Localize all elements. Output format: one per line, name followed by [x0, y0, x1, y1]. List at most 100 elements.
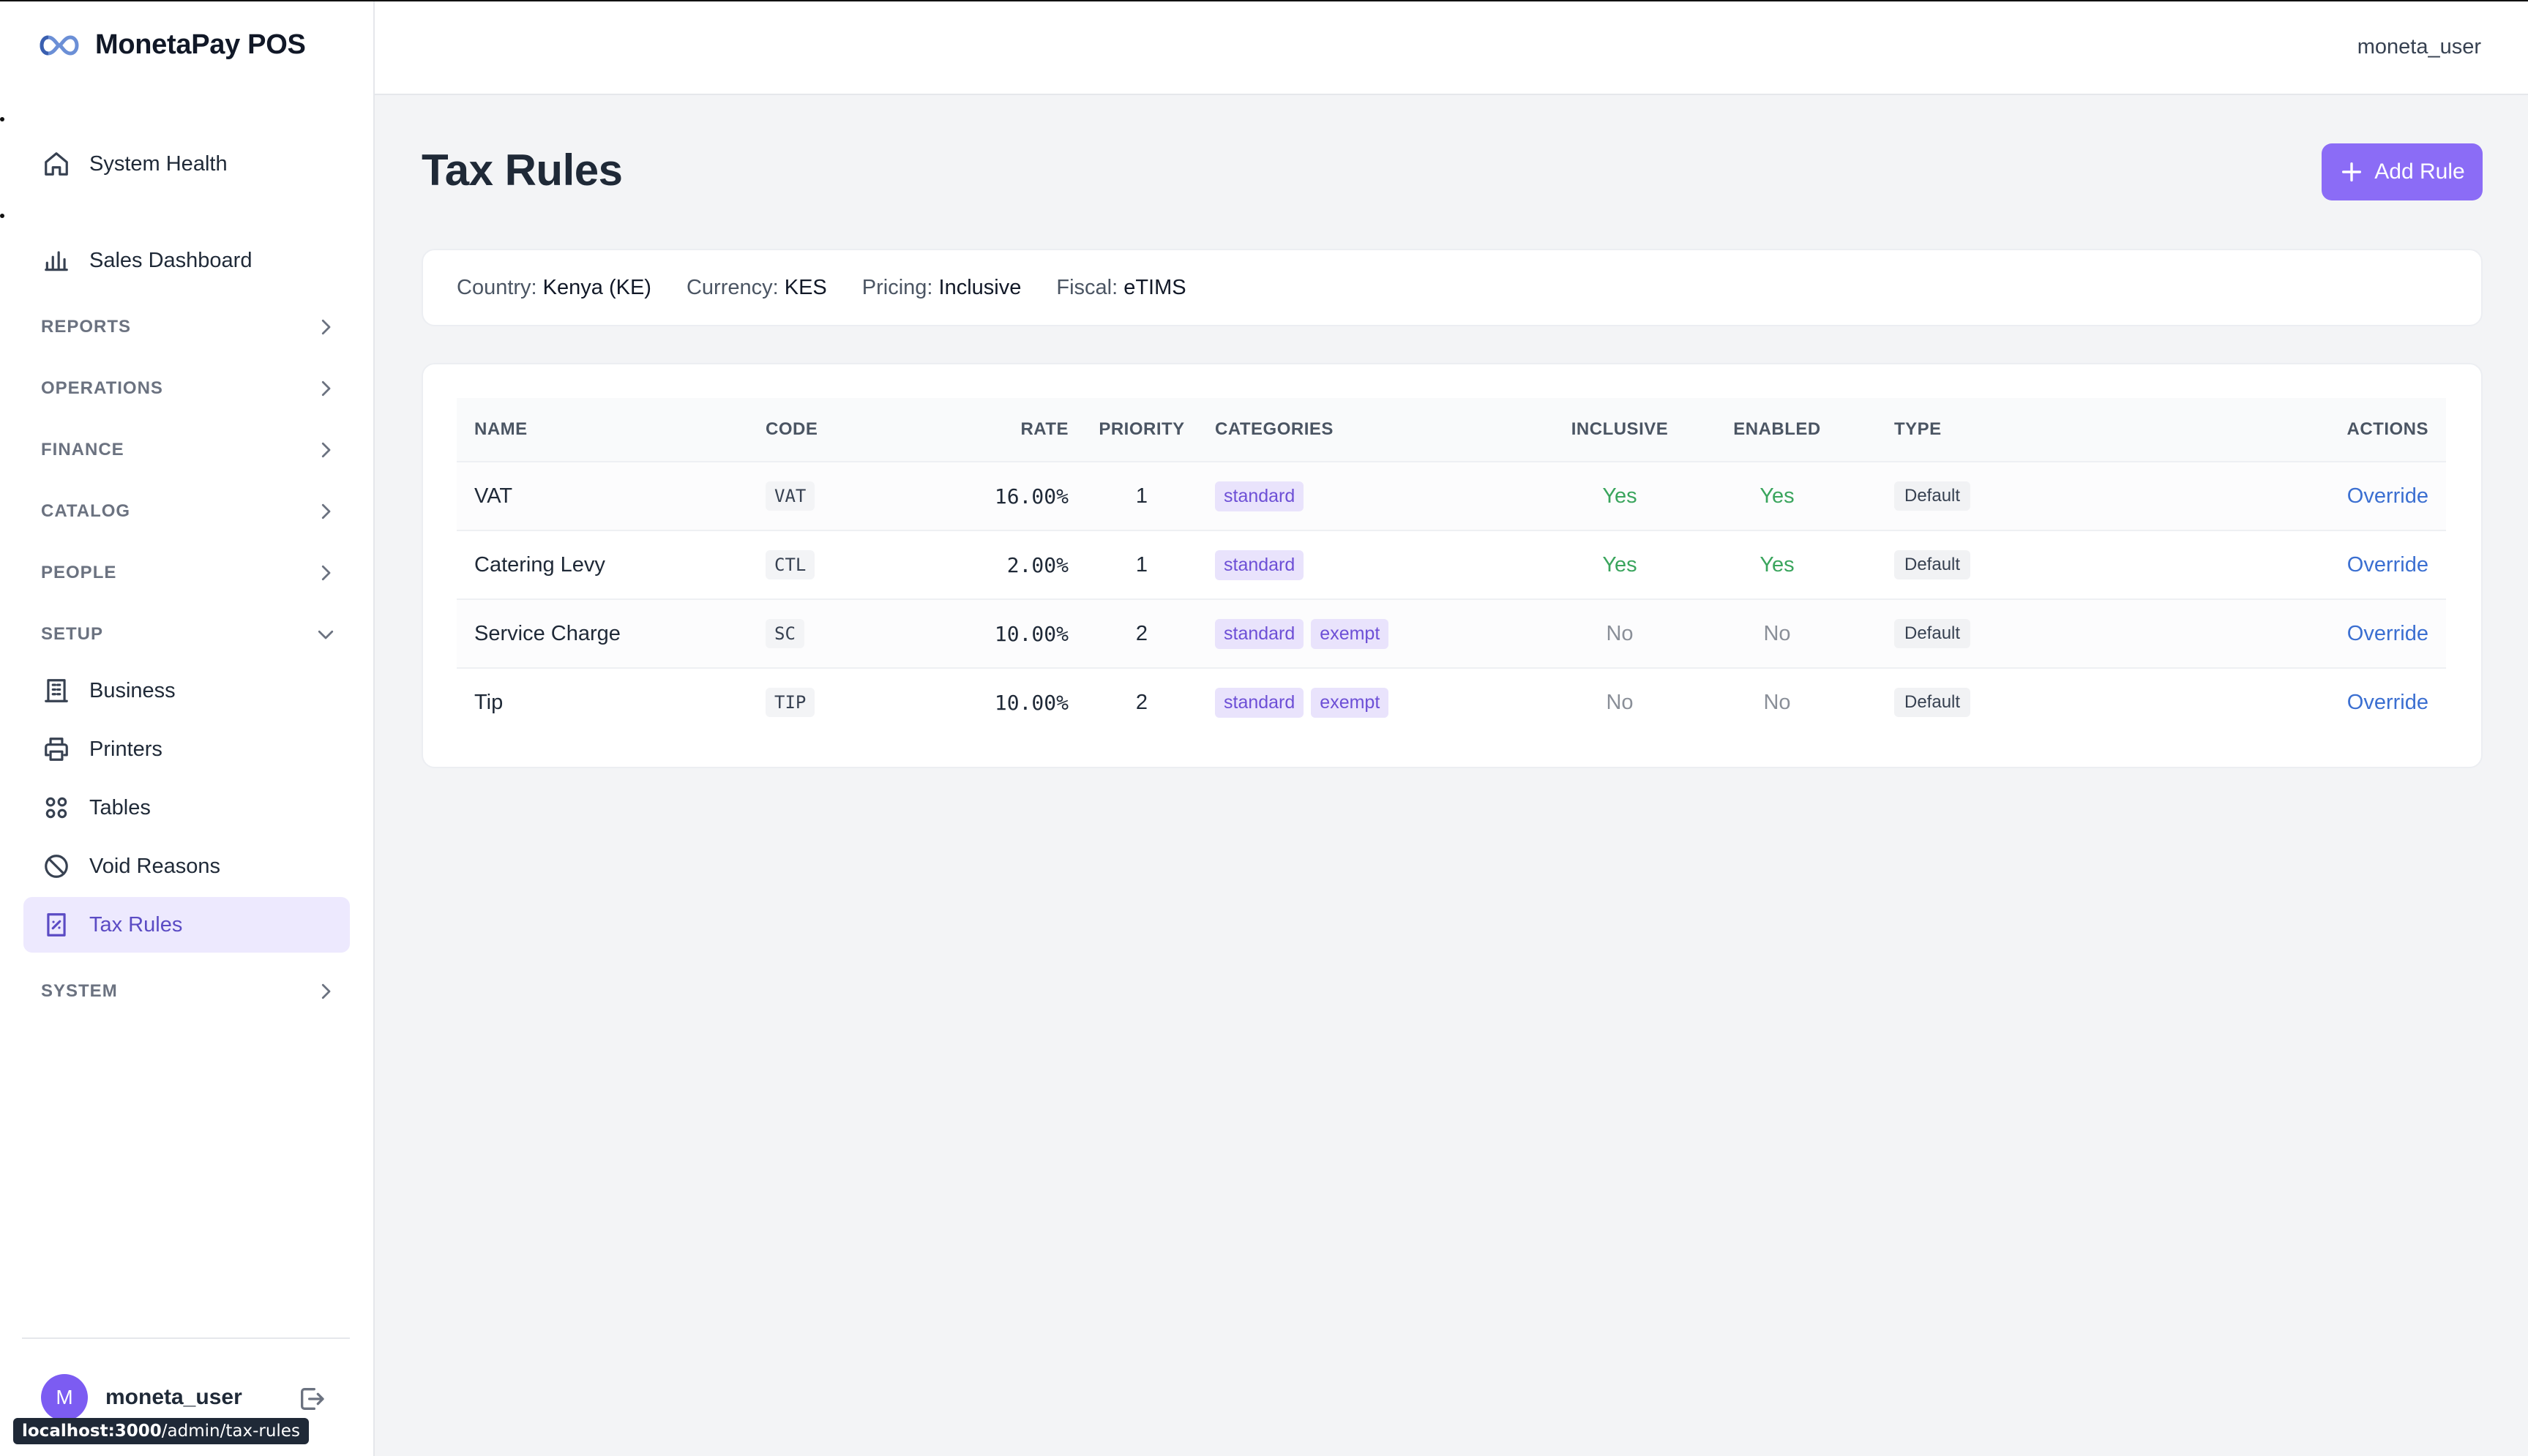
rule-type: Default — [1894, 619, 1971, 648]
rule-name: Service Charge — [474, 621, 621, 645]
rule-priority: 2 — [1135, 690, 1148, 714]
override-link[interactable]: Override — [2346, 621, 2428, 645]
sidebar-item-printers[interactable]: Printers — [23, 721, 350, 777]
sidebar-item-label: Sales Dashboard — [89, 248, 253, 272]
top-bar: moneta_user — [375, 1, 2528, 95]
sidebar-section-setup[interactable]: SETUP — [41, 616, 337, 653]
sidebar-item-label: Tables — [89, 795, 151, 819]
sidebar-item-void-reasons[interactable]: Void Reasons — [23, 838, 350, 894]
add-rule-button[interactable]: Add Rule — [2322, 143, 2483, 200]
ban-icon — [45, 855, 68, 878]
sidebar-user-name: moneta_user — [105, 1385, 242, 1409]
column-header: TYPE — [1894, 419, 1942, 439]
section-label: PEOPLE — [41, 563, 117, 582]
column-header: RATE — [1020, 419, 1069, 439]
table-body: VAT VAT 16.00% 1 standard Yes Yes Default Overri… — [457, 461, 2446, 736]
rule-code: CTL — [766, 550, 815, 579]
receipt-icon — [47, 913, 66, 937]
brand[interactable]: MonetaPay POS — [37, 29, 306, 61]
rule-code-cell: SC — [766, 619, 919, 648]
building-icon — [45, 679, 68, 702]
rule-type-cell: Default — [1865, 619, 2026, 648]
chevron-right-icon — [321, 380, 331, 397]
sidebar-section-system[interactable]: SYSTEM — [41, 973, 337, 1010]
section-label: CATALOG — [41, 501, 131, 521]
override-link[interactable]: Override — [2346, 552, 2428, 577]
sidebar-section-finance[interactable]: FINANCE — [41, 432, 337, 468]
sidebar-item-sales-dashboard[interactable]: Sales Dashboard — [23, 233, 350, 288]
rule-code-cell: CTL — [766, 550, 919, 579]
rule-type: Default — [1894, 481, 1971, 511]
sidebar-section-people[interactable]: PEOPLE — [41, 555, 337, 591]
fiscal-info: Fiscal: eTIMS — [1056, 276, 1186, 300]
sidebar-section-operations[interactable]: OPERATIONS — [41, 370, 337, 407]
currency-info: Currency: KES — [687, 276, 827, 300]
bar-chart-icon — [45, 251, 68, 271]
main-content: moneta_user Tax Rules Add Rule Country: … — [375, 1, 2528, 1456]
rule-enabled: No — [1763, 690, 1791, 714]
grid-icon — [45, 797, 67, 819]
rule-name: Tip — [474, 690, 504, 714]
sidebar-item-label: Business — [89, 678, 176, 702]
rule-inclusive: No — [1606, 690, 1634, 714]
section-label: FINANCE — [41, 440, 124, 459]
section-label: REPORTS — [41, 317, 132, 337]
table-row: Service Charge SC 10.00% 2 standard exempt No N… — [457, 598, 2446, 667]
sidebar-section-reports[interactable]: REPORTS — [41, 309, 337, 345]
rule-name: VAT — [474, 484, 513, 508]
chevron-right-icon — [321, 565, 331, 581]
country-info: Country: Kenya (KE) — [457, 276, 651, 300]
rule-actions: Override — [2026, 484, 2446, 509]
sidebar-item-system-health[interactable]: System Health — [23, 136, 350, 192]
page-title: Tax Rules — [422, 146, 623, 195]
column-header: CODE — [766, 419, 818, 439]
rule-actions: Override — [2026, 691, 2446, 715]
info-label: Country: — [457, 275, 537, 299]
tax-rules-table: NAME CODE RATE PRIORITY CATEGORIES INCLU… — [457, 398, 2446, 736]
chevron-right-icon — [321, 503, 331, 519]
rule-type-cell: Default — [1865, 688, 2026, 717]
override-link[interactable]: Override — [2346, 484, 2428, 508]
column-header: INCLUSIVE — [1571, 419, 1669, 439]
column-header: ENABLED — [1733, 419, 1821, 439]
rule-inclusive: Yes — [1602, 552, 1637, 577]
section-label: SYSTEM — [41, 981, 118, 1001]
rule-type-cell: Default — [1865, 550, 2026, 579]
chevron-right-icon — [321, 319, 331, 335]
add-rule-label: Add Rule — [2374, 160, 2465, 184]
sidebar-item-business[interactable]: Business — [23, 663, 350, 718]
home-icon — [45, 152, 68, 176]
table-header: NAME CODE RATE PRIORITY CATEGORIES INCLU… — [457, 398, 2446, 461]
rule-rate: 2.00% — [1006, 552, 1069, 577]
section-label: SETUP — [41, 624, 104, 644]
rule-categories: standard exempt — [1215, 687, 1550, 718]
column-header: ACTIONS — [2346, 419, 2428, 439]
category-tag: exempt — [1311, 618, 1389, 649]
rule-code: VAT — [766, 481, 815, 511]
sidebar-item-label: Printers — [89, 737, 162, 761]
tax-context-card: Country: Kenya (KE) Currency: KES Pricin… — [422, 249, 2483, 326]
pricing-info: Pricing: Inclusive — [862, 276, 1022, 300]
header-user[interactable]: moneta_user — [2357, 35, 2481, 59]
category-tag: exempt — [1311, 687, 1389, 718]
sidebar-user[interactable]: M moneta_user — [41, 1374, 242, 1421]
rule-type: Default — [1894, 550, 1971, 579]
rule-priority: 1 — [1135, 484, 1148, 508]
rule-code: SC — [766, 619, 804, 648]
sidebar: MonetaPay POS System Health Sales Dashbo… — [0, 1, 375, 1456]
rule-name: Catering Levy — [474, 552, 605, 577]
sidebar-divider — [22, 1337, 350, 1339]
override-link[interactable]: Override — [2346, 690, 2428, 714]
sidebar-item-label: System Health — [89, 151, 228, 176]
rule-categories: standard — [1215, 549, 1550, 580]
rule-rate: 10.00% — [994, 621, 1069, 646]
info-value: Kenya (KE) — [542, 275, 651, 299]
sidebar-item-tax-rules[interactable]: Tax Rules — [23, 897, 350, 953]
table-row: VAT VAT 16.00% 1 standard Yes Yes Default Overri… — [457, 461, 2446, 530]
sidebar-item-tables[interactable]: Tables — [23, 780, 350, 836]
logout-button[interactable] — [297, 1384, 326, 1414]
table-row: Catering Levy CTL 2.00% 1 standard Yes Yes Defa… — [457, 530, 2446, 598]
sidebar-section-catalog[interactable]: CATALOG — [41, 493, 337, 530]
sidebar-item-label: Void Reasons — [89, 854, 220, 878]
plus-icon — [2342, 162, 2362, 182]
